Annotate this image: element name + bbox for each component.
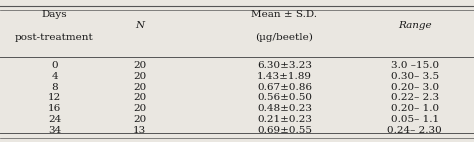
Text: 0.24– 2.30: 0.24– 2.30 <box>387 126 442 135</box>
Text: 6.30±3.23: 6.30±3.23 <box>257 61 312 70</box>
Text: 0.67±0.86: 0.67±0.86 <box>257 83 312 92</box>
Text: (µg/beetle): (µg/beetle) <box>255 33 313 42</box>
Text: 0.20– 1.0: 0.20– 1.0 <box>391 104 439 113</box>
Text: 4: 4 <box>51 72 58 81</box>
Text: 0.56±0.50: 0.56±0.50 <box>257 93 312 102</box>
Text: 16: 16 <box>48 104 61 113</box>
Text: Mean ± S.D.: Mean ± S.D. <box>251 10 318 19</box>
Text: 0.20– 3.0: 0.20– 3.0 <box>391 83 439 92</box>
Text: 3.0 –15.0: 3.0 –15.0 <box>391 61 439 70</box>
Text: 13: 13 <box>133 126 146 135</box>
Text: 12: 12 <box>48 93 61 102</box>
Text: 20: 20 <box>133 83 146 92</box>
Text: 0: 0 <box>51 61 58 70</box>
Text: 20: 20 <box>133 115 146 124</box>
Text: 20: 20 <box>133 61 146 70</box>
Text: Range: Range <box>398 21 431 30</box>
Text: 24: 24 <box>48 115 61 124</box>
Text: 34: 34 <box>48 126 61 135</box>
Text: Days: Days <box>42 10 67 19</box>
Text: 0.48±0.23: 0.48±0.23 <box>257 104 312 113</box>
Text: 1.43±1.89: 1.43±1.89 <box>257 72 312 81</box>
Text: N: N <box>135 21 145 30</box>
Text: 20: 20 <box>133 104 146 113</box>
Text: 0.21±0.23: 0.21±0.23 <box>257 115 312 124</box>
Text: 20: 20 <box>133 72 146 81</box>
Text: post-treatment: post-treatment <box>15 33 94 42</box>
Text: 8: 8 <box>51 83 58 92</box>
Text: 20: 20 <box>133 93 146 102</box>
Text: 0.69±0.55: 0.69±0.55 <box>257 126 312 135</box>
Text: 0.30– 3.5: 0.30– 3.5 <box>391 72 439 81</box>
Text: 0.22– 2.3: 0.22– 2.3 <box>391 93 439 102</box>
Text: 0.05– 1.1: 0.05– 1.1 <box>391 115 439 124</box>
